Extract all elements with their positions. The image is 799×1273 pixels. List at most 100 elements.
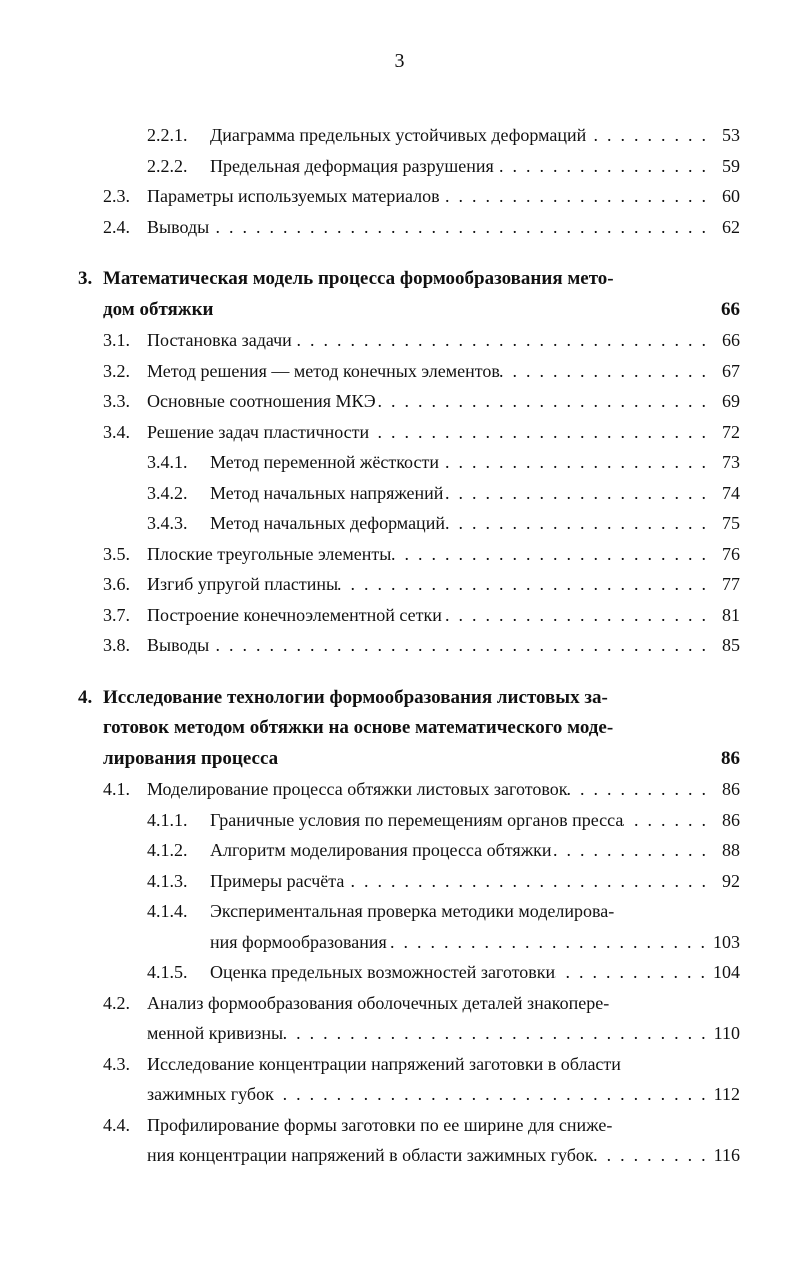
toc-page-number: 88: [722, 840, 740, 860]
dot-leader: . . . . . . . . . . . . . . . . . . . . …: [567, 779, 706, 799]
toc-entry-number: 4.: [78, 686, 93, 708]
dot-leader: . . . . . . . . . . . . . . . . . . . . …: [552, 840, 706, 860]
dot-leader: . . . . . . . . . . . . . . . . . . . . …: [376, 391, 706, 411]
toc-section-entry: 3.2. Метод решения — метод конечных элеме…: [103, 356, 740, 386]
toc-subsection-entry: 2.2.1. Диаграмма предельных устойчивых де…: [147, 120, 740, 150]
dot-leader: . . . . . . . . . . . . . . . . . . . . …: [494, 155, 706, 176]
toc-page-number: 59: [722, 155, 740, 176]
toc-section-entry: зажимных губок. . . . . . . . . . . . . …: [147, 1079, 740, 1109]
toc-page-number: 74: [722, 482, 740, 503]
toc-page-number: 110: [713, 1023, 740, 1043]
dot-leader: . . . . . . . . . . . . . . . . . . . . …: [338, 574, 706, 594]
toc-page-number: 69: [722, 391, 740, 411]
toc-entry-number: 4.1.2.: [147, 840, 188, 860]
toc-entry-title: ния концентрации напряжений в области за…: [147, 1145, 594, 1165]
toc-page-number: 86: [722, 779, 740, 799]
page-number: 3: [394, 50, 405, 72]
toc-entry-title: Алгоритм моделирования процесса обтяжки: [210, 840, 552, 860]
toc-subsection-entry: 4.1.4. Экспериментальная проверка методик…: [147, 896, 740, 926]
toc-entry-title: Построение конечноэлементной сетки: [147, 604, 442, 625]
toc-entry-number: 3.3.: [103, 391, 130, 411]
toc-entry-title: Плоские треугольные элементы: [147, 543, 392, 564]
toc-entry-title: Выводы: [147, 635, 210, 655]
dot-leader: . . . . . . . . . . . . . . . . . . . . …: [442, 604, 706, 625]
toc-entry-title: Выводы: [147, 216, 210, 237]
dot-leader: . . . . . . . . . . . . . . . . . . . . …: [209, 635, 706, 655]
toc-subsection-entry: 3.4.2. Метод начальных напряжений. . . . …: [147, 478, 740, 508]
toc-section-entry: 4.1. Моделирование процесса обтяжки листо…: [103, 774, 740, 804]
toc-section-entry: ния концентрации напряжений в области за…: [147, 1140, 740, 1170]
toc-page-number: 67: [722, 360, 740, 381]
dot-leader: . . . . . . . . . . . . . . . . . . . . …: [387, 931, 705, 952]
toc-page-number: 53: [722, 125, 740, 145]
toc-entry-number: 4.1.5.: [147, 962, 188, 982]
dot-leader: . . . . . . . . . . . . . . . . . . . . …: [292, 330, 706, 350]
toc-entry-number: 3.7.: [103, 604, 130, 625]
toc-entry-title: лирования процесса: [103, 747, 279, 769]
toc-entry-number: 2.4.: [103, 216, 130, 237]
toc-entry-title: Профилирование формы заготовки по ее шир…: [147, 1114, 613, 1135]
toc-chapter-entry: 3. Математическая модель процесса формооб…: [78, 264, 740, 294]
toc-entry-title: Предельная деформация разрушения: [210, 155, 494, 176]
toc-entry-title: Анализ формообразования оболочечных дета…: [147, 992, 610, 1013]
toc-entry-title: Метод начальных деформаций: [210, 513, 445, 533]
toc-entry-title: Экспериментальная проверка методики моде…: [210, 901, 615, 921]
dot-leader: . . . . . . . . . . . . . . . . . . . . …: [443, 482, 706, 503]
toc-entry-title: Постановка задачи: [147, 330, 292, 350]
toc-entry-number: 3.5.: [103, 543, 130, 564]
toc-page-number: 86: [722, 809, 740, 830]
toc-entry-title: Основные соотношения МКЭ: [147, 391, 376, 411]
dot-leader: . . . . . . . . . . . . . . . . . . . . …: [445, 513, 706, 533]
toc-page-number: 92: [722, 870, 740, 891]
toc-entry-number: 3.4.: [103, 421, 130, 442]
toc-entry-title: ния формообразования: [210, 931, 387, 952]
dot-leader: . . . . . . . . . . . . . . . . . . . . …: [439, 452, 706, 472]
toc-entry-title: готовок методом обтяжки на основе матема…: [103, 717, 614, 738]
toc-page-number: 103: [713, 931, 740, 952]
toc-entry-number: 3.8.: [103, 635, 130, 655]
toc-page-number: 104: [713, 962, 740, 982]
toc-entry-title: дом обтяжки: [103, 298, 214, 320]
toc-entry-number: 4.4.: [103, 1114, 130, 1135]
toc-entry-title: Исследование концентрации напряжений заг…: [147, 1053, 621, 1074]
toc-entry-number: 3.2.: [103, 360, 130, 381]
toc-section-entry: 3.6. Изгиб упругой пластины. . . . . . . …: [103, 569, 740, 599]
toc-section-entry: менной кривизны. . . . . . . . . . . . .…: [147, 1018, 740, 1048]
toc-subsection-entry: 3.4.1. Метод переменной жёсткости. . . . …: [147, 447, 740, 477]
toc-entry-number: 2.2.1.: [147, 125, 188, 145]
toc-page-number: 60: [722, 186, 740, 206]
toc-section-entry: 4.2. Анализ формообразования оболочечных …: [103, 988, 740, 1018]
toc-entry-title: Примеры расчёта: [210, 870, 345, 891]
toc-entry-number: 4.3.: [103, 1053, 130, 1074]
toc-page-number: 81: [722, 604, 740, 625]
toc-entry-number: 3.4.3.: [147, 513, 188, 533]
toc-section-entry: 3.8. Выводы. . . . . . . . . . . . . . . …: [103, 630, 740, 660]
toc-entry-number: 2.2.2.: [147, 155, 188, 176]
toc-subsection-entry: 4.1.2. Алгоритм моделирования процесса об…: [147, 835, 740, 865]
toc-entry-number: 3.6.: [103, 574, 130, 594]
toc-page-number: 77: [722, 574, 740, 594]
dot-leader: . . . . . . . . . . . . . . . . . . . . …: [283, 1023, 706, 1043]
toc-chapter-entry: готовок методом обтяжки на основе матема…: [103, 713, 740, 743]
toc-entry-number: 4.1.: [103, 779, 130, 799]
dot-leader: . . . . . . . . . . . . . . . . . . . . …: [586, 125, 706, 145]
dot-leader: . . . . . . . . . . . . . . . . . . . . …: [274, 1084, 706, 1104]
toc-page-number: 66: [722, 330, 740, 350]
toc-entry-number: 4.1.1.: [147, 809, 188, 830]
toc-chapter-entry: 4. Исследование технологии формообразован…: [78, 683, 740, 713]
toc-page-number: 75: [722, 513, 740, 533]
toc-entry-number: 2.3.: [103, 186, 130, 206]
toc-entry-title: Исследование технологии формообразования…: [103, 686, 608, 708]
toc-entry-title: Моделирование процесса обтяжки листовых …: [147, 779, 568, 799]
toc-page-number: 62: [722, 216, 740, 237]
toc-entry-title: Метод начальных напряжений: [210, 482, 444, 503]
toc-entry-title: Решение задач пластичности: [147, 421, 370, 442]
toc-section-entry: 2.4. Выводы. . . . . . . . . . . . . . . …: [103, 212, 740, 242]
toc-section-entry: 3.5. Плоские треугольные элементы. . . . …: [103, 539, 740, 569]
toc-entry-number: 3.4.2.: [147, 482, 188, 503]
toc-entry-number: 4.2.: [103, 992, 130, 1013]
toc-page-number: 112: [713, 1084, 740, 1104]
dot-leader: . . . . . . . . . . . . . . . . . . . . …: [594, 1145, 706, 1165]
dot-leader: . . . . . . . . . . . . . . . . . . . . …: [555, 962, 705, 982]
toc-subsection-entry: 2.2.2. Предельная деформация разрушения. …: [147, 151, 740, 181]
